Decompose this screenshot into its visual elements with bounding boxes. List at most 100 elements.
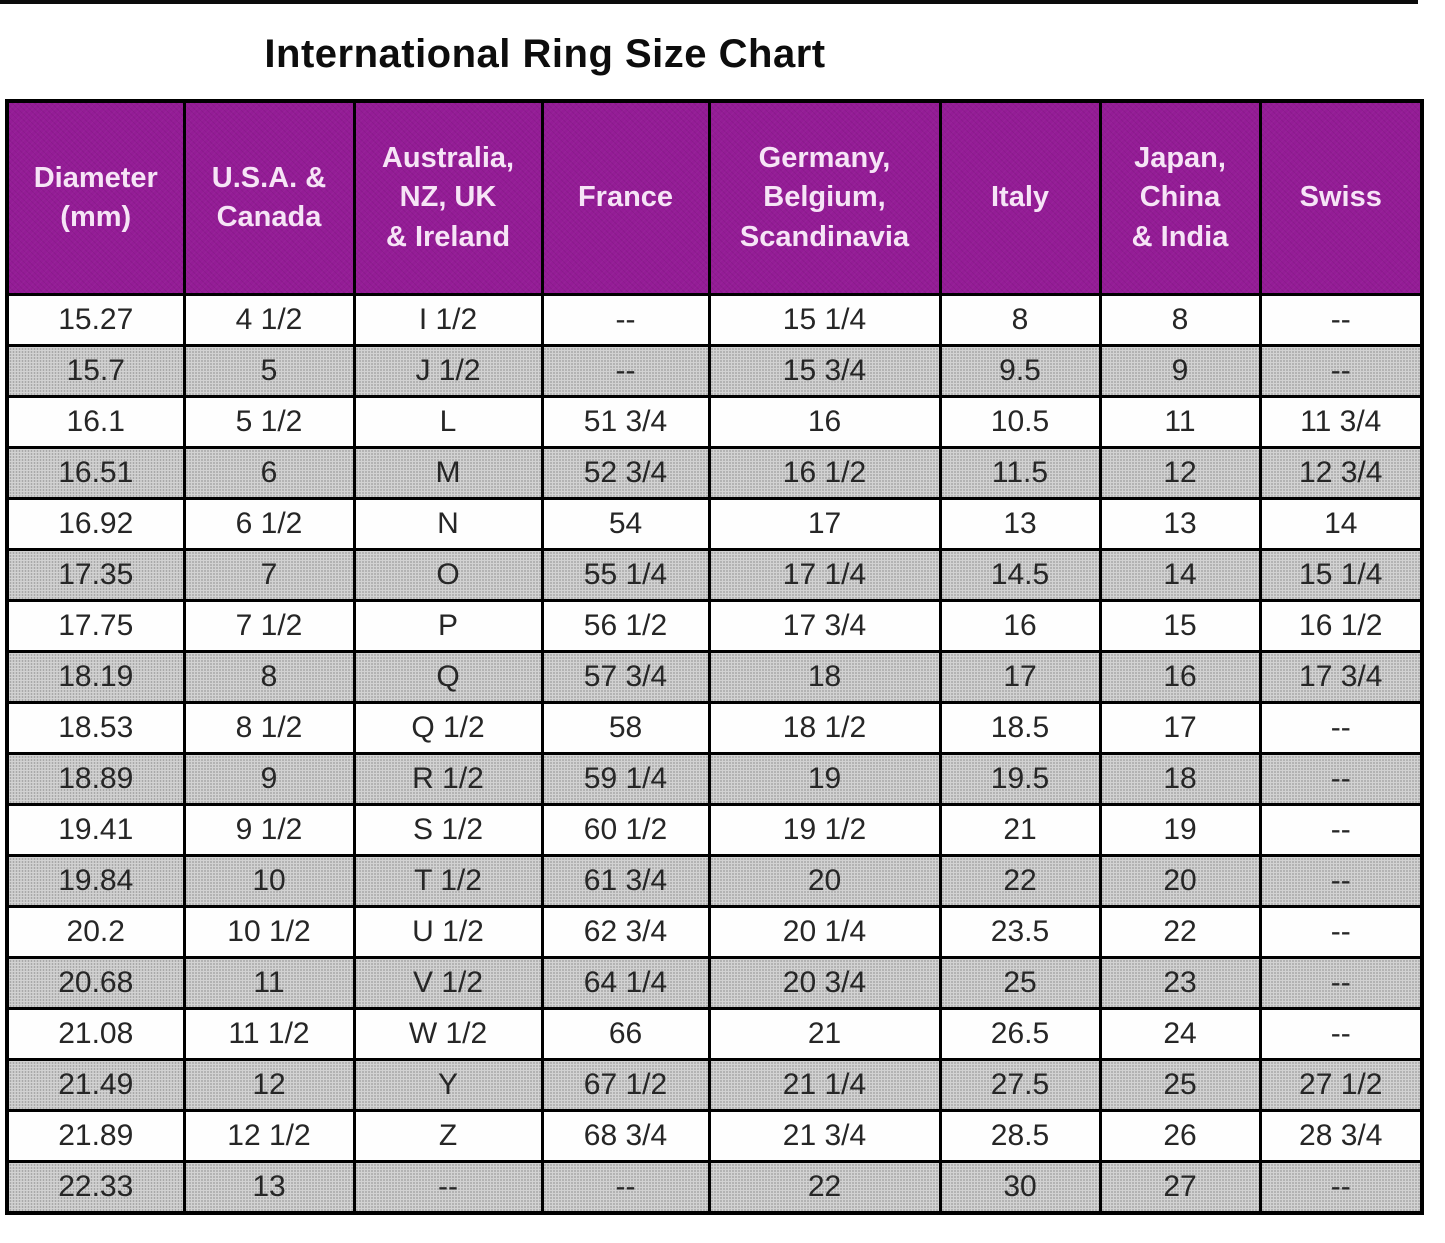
table-cell: 22 [938, 854, 1102, 908]
table-cell: S 1/2 [352, 803, 544, 857]
table-row: 18.53 8 1/2 Q 1/2 58 18 1/2 18.5 17 -- [5, 701, 1424, 755]
table-row: 16.51 6 M 52 3/4 16 1/2 11.5 12 12 3/4 [5, 446, 1424, 500]
table-cell: 16 1/2 [707, 446, 942, 500]
table-cell: 66 [540, 1007, 711, 1061]
table-cell: 24 [1098, 1007, 1262, 1061]
ring-size-table: Diameter (mm) U.S.A. & Canada Australia,… [5, 99, 1424, 1215]
table-row: 22.33 13 -- -- 22 30 27 -- [5, 1160, 1424, 1215]
table-cell: 12 1/2 [182, 1109, 356, 1163]
table-cell: 17.35 [5, 548, 186, 602]
table-cell: 68 3/4 [540, 1109, 711, 1163]
table-cell: 21.49 [5, 1058, 186, 1112]
table-cell: Y [352, 1058, 544, 1112]
table-cell: 8 [1098, 293, 1262, 347]
column-header-france: France [540, 99, 711, 296]
table-cell: Z [352, 1109, 544, 1163]
table-cell: 4 1/2 [182, 293, 356, 347]
table-cell: 20 [1098, 854, 1262, 908]
table-cell: 12 [182, 1058, 356, 1112]
table-cell: 11 [182, 956, 356, 1010]
table-row: 17.75 7 1/2 P 56 1/2 17 3/4 16 15 16 1/2 [5, 599, 1424, 653]
table-cell: 67 1/2 [540, 1058, 711, 1112]
table-cell: 51 3/4 [540, 395, 711, 449]
table-cell: 28.5 [938, 1109, 1102, 1163]
table-cell: 12 [1098, 446, 1262, 500]
table-cell: 16 [707, 395, 942, 449]
table-cell: 14 [1098, 548, 1262, 602]
table-cell: 20 [707, 854, 942, 908]
table-cell: 13 [182, 1160, 356, 1215]
table-cell: 11 [1098, 395, 1262, 449]
table-cell: 13 [938, 497, 1102, 551]
table-cell: 17.75 [5, 599, 186, 653]
table-cell: -- [352, 1160, 544, 1215]
table-cell: -- [540, 293, 711, 347]
column-header-germany-belgium-scandinavia: Germany, Belgium, Scandinavia [707, 99, 942, 296]
top-border-strip [0, 0, 1418, 4]
table-cell: 12 3/4 [1258, 446, 1424, 500]
table-cell: -- [1258, 1007, 1424, 1061]
table-cell: 17 [707, 497, 942, 551]
table-row: 20.68 11 V 1/2 64 1/4 20 3/4 25 23 -- [5, 956, 1424, 1010]
table-cell: 20.2 [5, 905, 186, 959]
table-body: 15.27 4 1/2 I 1/2 -- 15 1/4 8 8 -- 15.7 5 J 1/2 -- 1… [5, 293, 1424, 1215]
table-cell: 52 3/4 [540, 446, 711, 500]
table-cell: 56 1/2 [540, 599, 711, 653]
table-cell: 22.33 [5, 1160, 186, 1215]
table-cell: 18.89 [5, 752, 186, 806]
table-cell: -- [1258, 956, 1424, 1010]
table-row: 19.84 10 T 1/2 61 3/4 20 22 20 -- [5, 854, 1424, 908]
table-cell: 15.7 [5, 344, 186, 398]
table-cell: 14 [1258, 497, 1424, 551]
table-cell: 21 [938, 803, 1102, 857]
table-cell: 9 [182, 752, 356, 806]
table-cell: -- [1258, 701, 1424, 755]
table-cell: 9 1/2 [182, 803, 356, 857]
table-cell: 58 [540, 701, 711, 755]
table-cell: 11 1/2 [182, 1007, 356, 1061]
table-cell: 21 3/4 [707, 1109, 942, 1163]
table-cell: -- [540, 344, 711, 398]
table-cell: 27 1/2 [1258, 1058, 1424, 1112]
table-cell: 6 [182, 446, 356, 500]
table-cell: R 1/2 [352, 752, 544, 806]
table-cell: -- [1258, 854, 1424, 908]
table-cell: 20 1/4 [707, 905, 942, 959]
column-header-italy: Italy [938, 99, 1102, 296]
table-cell: 28 3/4 [1258, 1109, 1424, 1163]
table-cell: I 1/2 [352, 293, 544, 347]
table-cell: 16.51 [5, 446, 186, 500]
table-cell: 19 [1098, 803, 1262, 857]
table-cell: P [352, 599, 544, 653]
page-title: International Ring Size Chart [264, 31, 826, 76]
table-cell: 18 1/2 [707, 701, 942, 755]
table-cell: 23.5 [938, 905, 1102, 959]
table-cell: 59 1/4 [540, 752, 711, 806]
table-cell: -- [1258, 1160, 1424, 1215]
table-cell: 11 3/4 [1258, 395, 1424, 449]
table-cell: 54 [540, 497, 711, 551]
table-cell: 27.5 [938, 1058, 1102, 1112]
table-row: 15.7 5 J 1/2 -- 15 3/4 9.5 9 -- [5, 344, 1424, 398]
table-cell: 5 [182, 344, 356, 398]
table-cell: 22 [707, 1160, 942, 1215]
table-cell: 23 [1098, 956, 1262, 1010]
table-cell: N [352, 497, 544, 551]
table-cell: 10 [182, 854, 356, 908]
table-cell: 8 [938, 293, 1102, 347]
table-cell: -- [1258, 905, 1424, 959]
table-row: 16.92 6 1/2 N 54 17 13 13 14 [5, 497, 1424, 551]
table-cell: 22 [1098, 905, 1262, 959]
table-cell: Q 1/2 [352, 701, 544, 755]
table-cell: 30 [938, 1160, 1102, 1215]
table-cell: 18.19 [5, 650, 186, 704]
table-cell: L [352, 395, 544, 449]
table-row: 17.35 7 O 55 1/4 17 1/4 14.5 14 15 1/4 [5, 548, 1424, 602]
table-cell: 15 [1098, 599, 1262, 653]
table-cell: 15.27 [5, 293, 186, 347]
table-row: 18.89 9 R 1/2 59 1/4 19 19.5 18 -- [5, 752, 1424, 806]
table-cell: 16 [938, 599, 1102, 653]
table-cell: 17 3/4 [707, 599, 942, 653]
column-header-australia-nz-uk-ireland: Australia, NZ, UK & Ireland [352, 99, 544, 296]
table-cell: 17 1/4 [707, 548, 942, 602]
